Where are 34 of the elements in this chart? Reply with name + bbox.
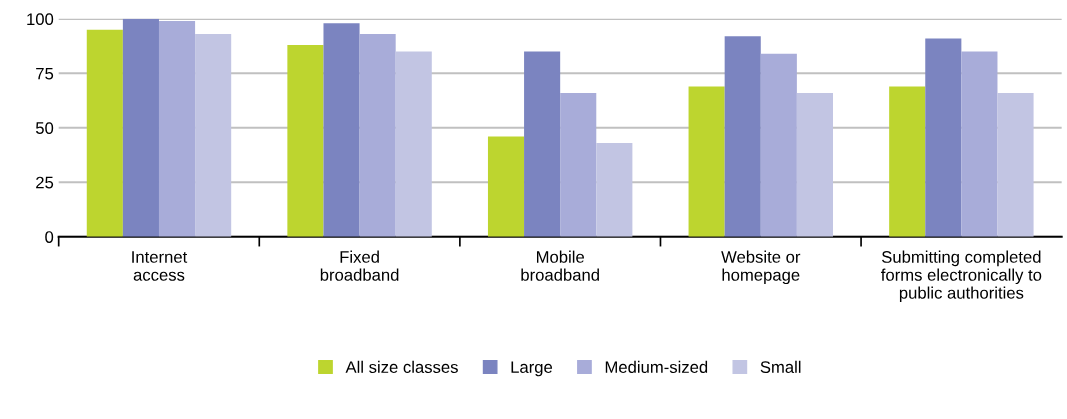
legend-label: Medium-sized — [605, 360, 708, 374]
bar — [724, 36, 761, 237]
bar — [287, 45, 324, 237]
x-tick-label: Submitting completed forms electronically to public authorities — [881, 250, 1042, 303]
bar — [395, 51, 432, 237]
bar — [487, 136, 525, 237]
bar — [889, 86, 926, 237]
y-tick-label: 75 — [36, 67, 54, 80]
bar — [195, 34, 232, 237]
bar — [122, 18, 159, 237]
bar — [86, 29, 123, 237]
y-tick-label: 0 — [45, 231, 54, 243]
x-tick-label: Mobile broadband — [521, 250, 599, 281]
legend-label: All size classes — [345, 360, 458, 374]
y-tick-label: 50 — [35, 122, 54, 134]
bar — [688, 86, 725, 237]
bar — [961, 51, 998, 237]
bar — [560, 92, 597, 237]
bar — [796, 92, 833, 237]
bar — [925, 38, 962, 237]
bar — [524, 51, 561, 237]
bar — [760, 53, 797, 237]
bar — [596, 143, 633, 237]
legend-label: Small — [760, 360, 801, 374]
x-tick-label: Fixed broadband — [320, 250, 399, 281]
y-tick-label: 25 — [36, 176, 54, 189]
x-tick-label: Website or homepage — [721, 250, 801, 285]
bar — [359, 34, 396, 237]
legend-label: Large — [511, 361, 553, 377]
x-tick-label: Internet access — [132, 251, 188, 281]
bar — [158, 21, 196, 237]
bar — [323, 23, 360, 237]
bar — [997, 92, 1034, 237]
y-tick-label: 100 — [27, 13, 54, 26]
